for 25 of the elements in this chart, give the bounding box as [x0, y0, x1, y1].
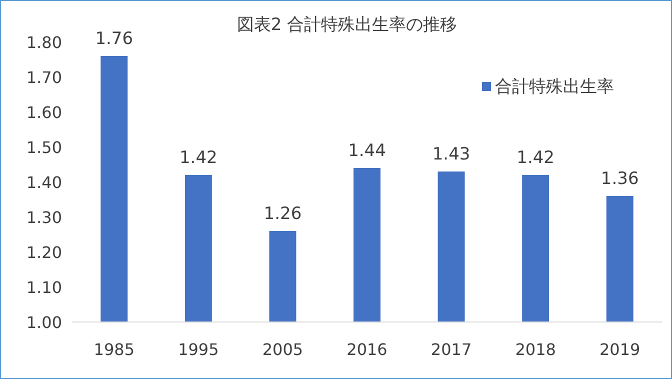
data-label: 1.42: [516, 148, 554, 168]
x-tick-label: 2017: [430, 340, 472, 359]
data-label: 1.43: [432, 144, 470, 164]
y-tick-label: 1.10: [26, 278, 62, 297]
data-label: 1.26: [264, 204, 302, 224]
x-tick-label: 2019: [600, 340, 640, 359]
y-tick-label: 1.70: [26, 68, 62, 87]
x-tick-label: 2016: [346, 340, 388, 359]
y-tick-label: 1.50: [26, 138, 62, 157]
y-tick-label: 1.00: [26, 313, 62, 332]
y-tick-label: 1.20: [26, 243, 62, 262]
data-label: 1.42: [180, 148, 218, 168]
x-tick-label: 2005: [262, 340, 304, 359]
y-tick-label: 1.80: [26, 33, 62, 52]
x-tick-label: 1995: [178, 340, 219, 359]
y-tick-label: 1.40: [26, 173, 62, 192]
data-label: 1.44: [348, 141, 386, 161]
x-tick-label: 2018: [515, 340, 556, 359]
data-label: 1.76: [95, 29, 134, 49]
legend-label: 合計特殊出生率: [495, 77, 614, 97]
data-label: 1.36: [600, 169, 639, 189]
y-tick-label: 1.30: [26, 208, 62, 227]
chart-title: 図表2 合計特殊出生率の推移: [236, 15, 458, 35]
y-tick-label: 1.60: [26, 103, 62, 122]
x-tick-label: 1985: [94, 340, 134, 359]
